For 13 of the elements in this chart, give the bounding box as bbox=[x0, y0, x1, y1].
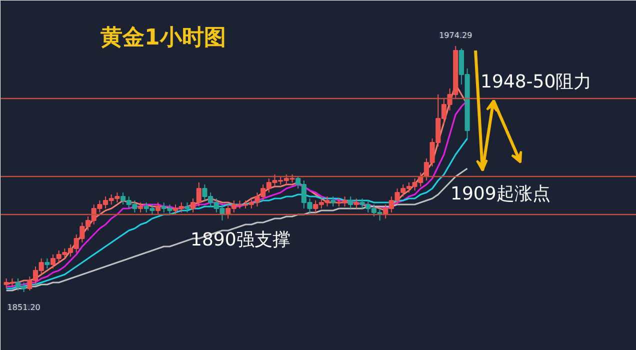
candlestick bbox=[354, 198, 359, 209]
ref-line-label: 1909起涨点 bbox=[450, 184, 550, 204]
annotation: 1974.29 bbox=[439, 30, 472, 40]
candlestick bbox=[348, 196, 354, 209]
candlestick bbox=[138, 202, 144, 213]
candlestick bbox=[184, 202, 190, 213]
annotation: 1851.20 bbox=[7, 303, 40, 312]
ref-line-label: 1948-50阻力 bbox=[480, 72, 592, 92]
candlestick bbox=[330, 196, 336, 207]
candlestick bbox=[44, 258, 50, 269]
candlestick bbox=[156, 202, 161, 215]
ref-line-label: 1890强支撑 bbox=[190, 230, 290, 250]
text: 黄金1小时图 bbox=[100, 26, 226, 50]
